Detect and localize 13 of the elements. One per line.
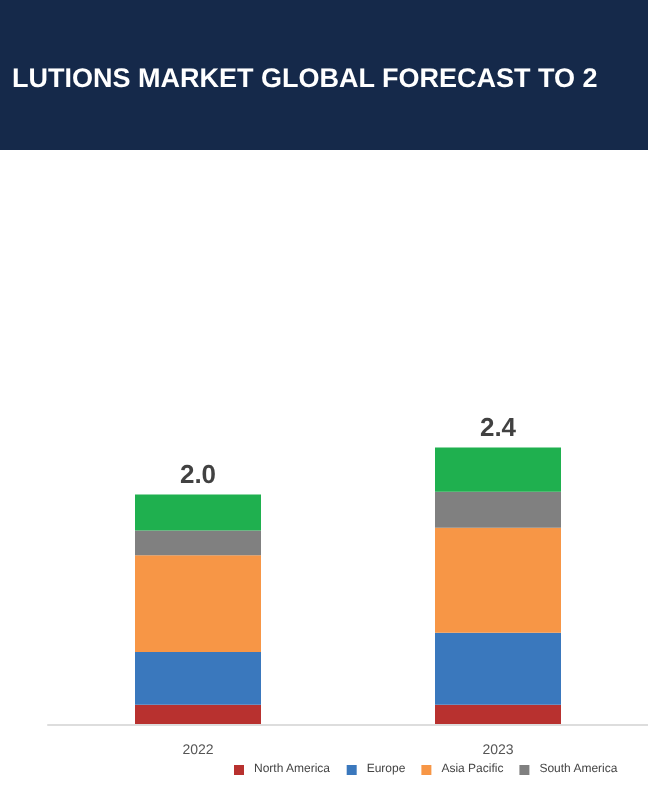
chart-title: LUTIONS MARKET GLOBAL FORECAST TO 2 (12, 63, 598, 93)
bar (435, 491, 561, 528)
bar (435, 527, 561, 633)
bar (435, 632, 561, 705)
annotation: 2.0 (179, 458, 217, 489)
bar (135, 704, 261, 724)
text: 2.4 (479, 411, 518, 442)
bar (135, 652, 261, 705)
bar (135, 494, 261, 531)
bar (435, 447, 561, 492)
bar (135, 555, 261, 653)
bar (135, 530, 261, 556)
bar (435, 704, 561, 724)
